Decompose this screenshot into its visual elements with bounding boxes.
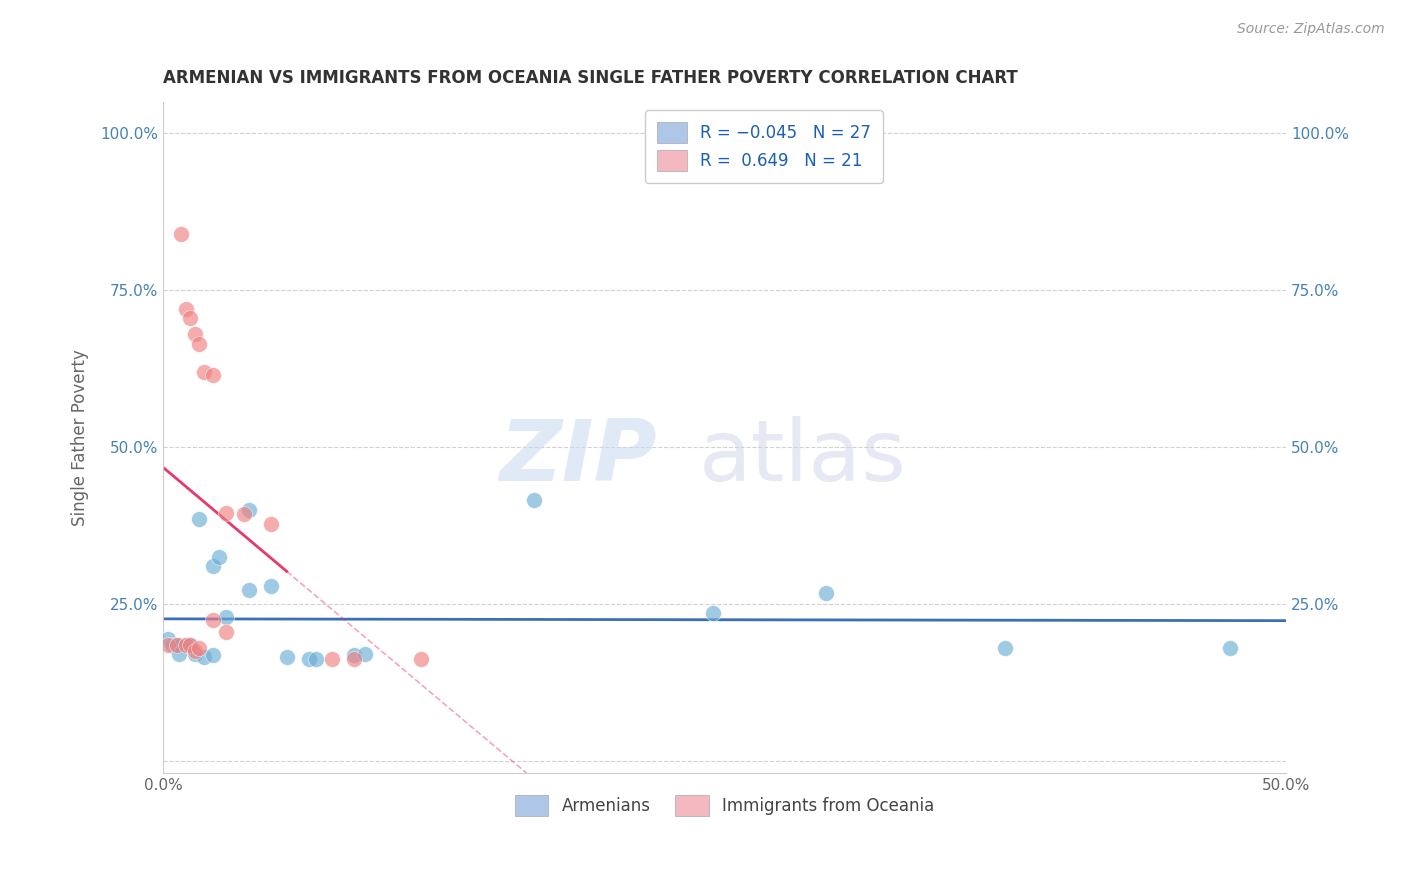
Point [238,583,260,598]
Point [193,650,215,665]
Point [174,638,197,652]
Point [166,638,188,652]
Text: ARMENIAN VS IMMIGRANTS FROM OCEANIA SINGLE FATHER POVERTY CORRELATION CHART: ARMENIAN VS IMMIGRANTS FROM OCEANIA SING… [163,69,1018,87]
Point [343,652,366,666]
Point [193,365,215,379]
Point [174,301,197,316]
Point [156,632,179,646]
Point [160,638,183,652]
Point [343,648,366,663]
Point [215,625,238,640]
Point [298,652,321,666]
Point [183,647,205,661]
Point [170,227,193,241]
Point [201,648,224,663]
Point [276,650,298,665]
Point [179,638,201,652]
Point [170,638,193,652]
Point [411,652,433,666]
Point [354,647,377,661]
Point [201,368,224,382]
Point [215,506,238,520]
Text: ZIP: ZIP [499,417,657,500]
Point [201,559,224,574]
Point [183,327,205,342]
Point [188,640,211,655]
Text: Source: ZipAtlas.com: Source: ZipAtlas.com [1237,22,1385,37]
Point [321,652,343,666]
Point [215,609,238,624]
Text: atlas: atlas [699,417,907,500]
Point [305,652,328,666]
Point [260,516,283,531]
Point [179,638,201,652]
Point [156,638,179,652]
Point [233,508,256,522]
Point [188,512,211,526]
Point [994,640,1017,655]
Point [174,638,197,652]
Point [179,311,201,326]
Point [702,607,724,621]
Point [523,493,546,508]
Point [201,613,224,627]
Legend: Armenians, Immigrants from Oceania: Armenians, Immigrants from Oceania [508,789,941,822]
Point [166,638,188,652]
Point [1219,640,1241,655]
Point [188,336,211,351]
Point [208,549,231,564]
Point [167,647,190,661]
Point [238,503,260,517]
Point [814,585,837,599]
Point [183,644,205,658]
Point [260,579,283,593]
Y-axis label: Single Father Poverty: Single Father Poverty [72,350,89,526]
